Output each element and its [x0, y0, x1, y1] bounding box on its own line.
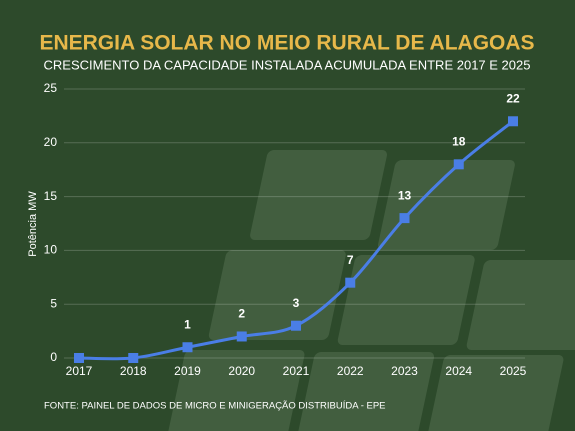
marker: [74, 353, 84, 363]
x-tick-label: 2025: [500, 364, 527, 378]
marker: [345, 277, 356, 288]
data-label: 13: [398, 188, 412, 202]
marker: [399, 213, 410, 224]
marker: [453, 159, 464, 170]
line: [78, 120, 514, 361]
marker: [236, 331, 247, 342]
x-tick-label: 2020: [228, 364, 255, 378]
chart-title: ENERGIA SOLAR NO MEIO RURAL DE ALAGOAS: [39, 32, 534, 55]
x-tick-label: 2019: [174, 364, 201, 378]
x-tick-label: 2021: [283, 364, 310, 378]
marker: [182, 342, 193, 353]
data-label: 1: [184, 317, 191, 331]
x-tick-label: 2023: [391, 364, 418, 378]
marker: [128, 353, 139, 363]
y-tick-label: 20: [44, 135, 58, 149]
chart-subtitle: CRESCIMENTO DA CAPACIDADE INSTALADA ACUM…: [44, 57, 531, 72]
source: FONTE: PAINEL DE DADOS DE MICRO E MINIGE…: [44, 401, 386, 412]
y-tick-label: 0: [50, 350, 57, 364]
y-tick-label: 5: [50, 296, 57, 310]
data-label: 7: [347, 253, 354, 267]
data-label: 3: [293, 296, 300, 310]
y-tick-label: 15: [44, 189, 58, 203]
y-tick-label: 10: [44, 243, 58, 257]
panel-decoration: [167, 150, 575, 431]
x-tick-label: 2022: [337, 364, 364, 378]
x-tick-label: 2024: [445, 364, 472, 378]
data-label: 18: [452, 134, 466, 148]
marker: [508, 116, 518, 127]
y-tick-label: 25: [44, 81, 58, 95]
x-tick-label: 2018: [120, 364, 147, 378]
y-axis-label: Potência MW: [27, 191, 39, 257]
x-tick-label: 2017: [66, 364, 93, 378]
data-label: 2: [238, 307, 245, 321]
data-label: 22: [506, 91, 520, 105]
marker: [291, 320, 301, 331]
